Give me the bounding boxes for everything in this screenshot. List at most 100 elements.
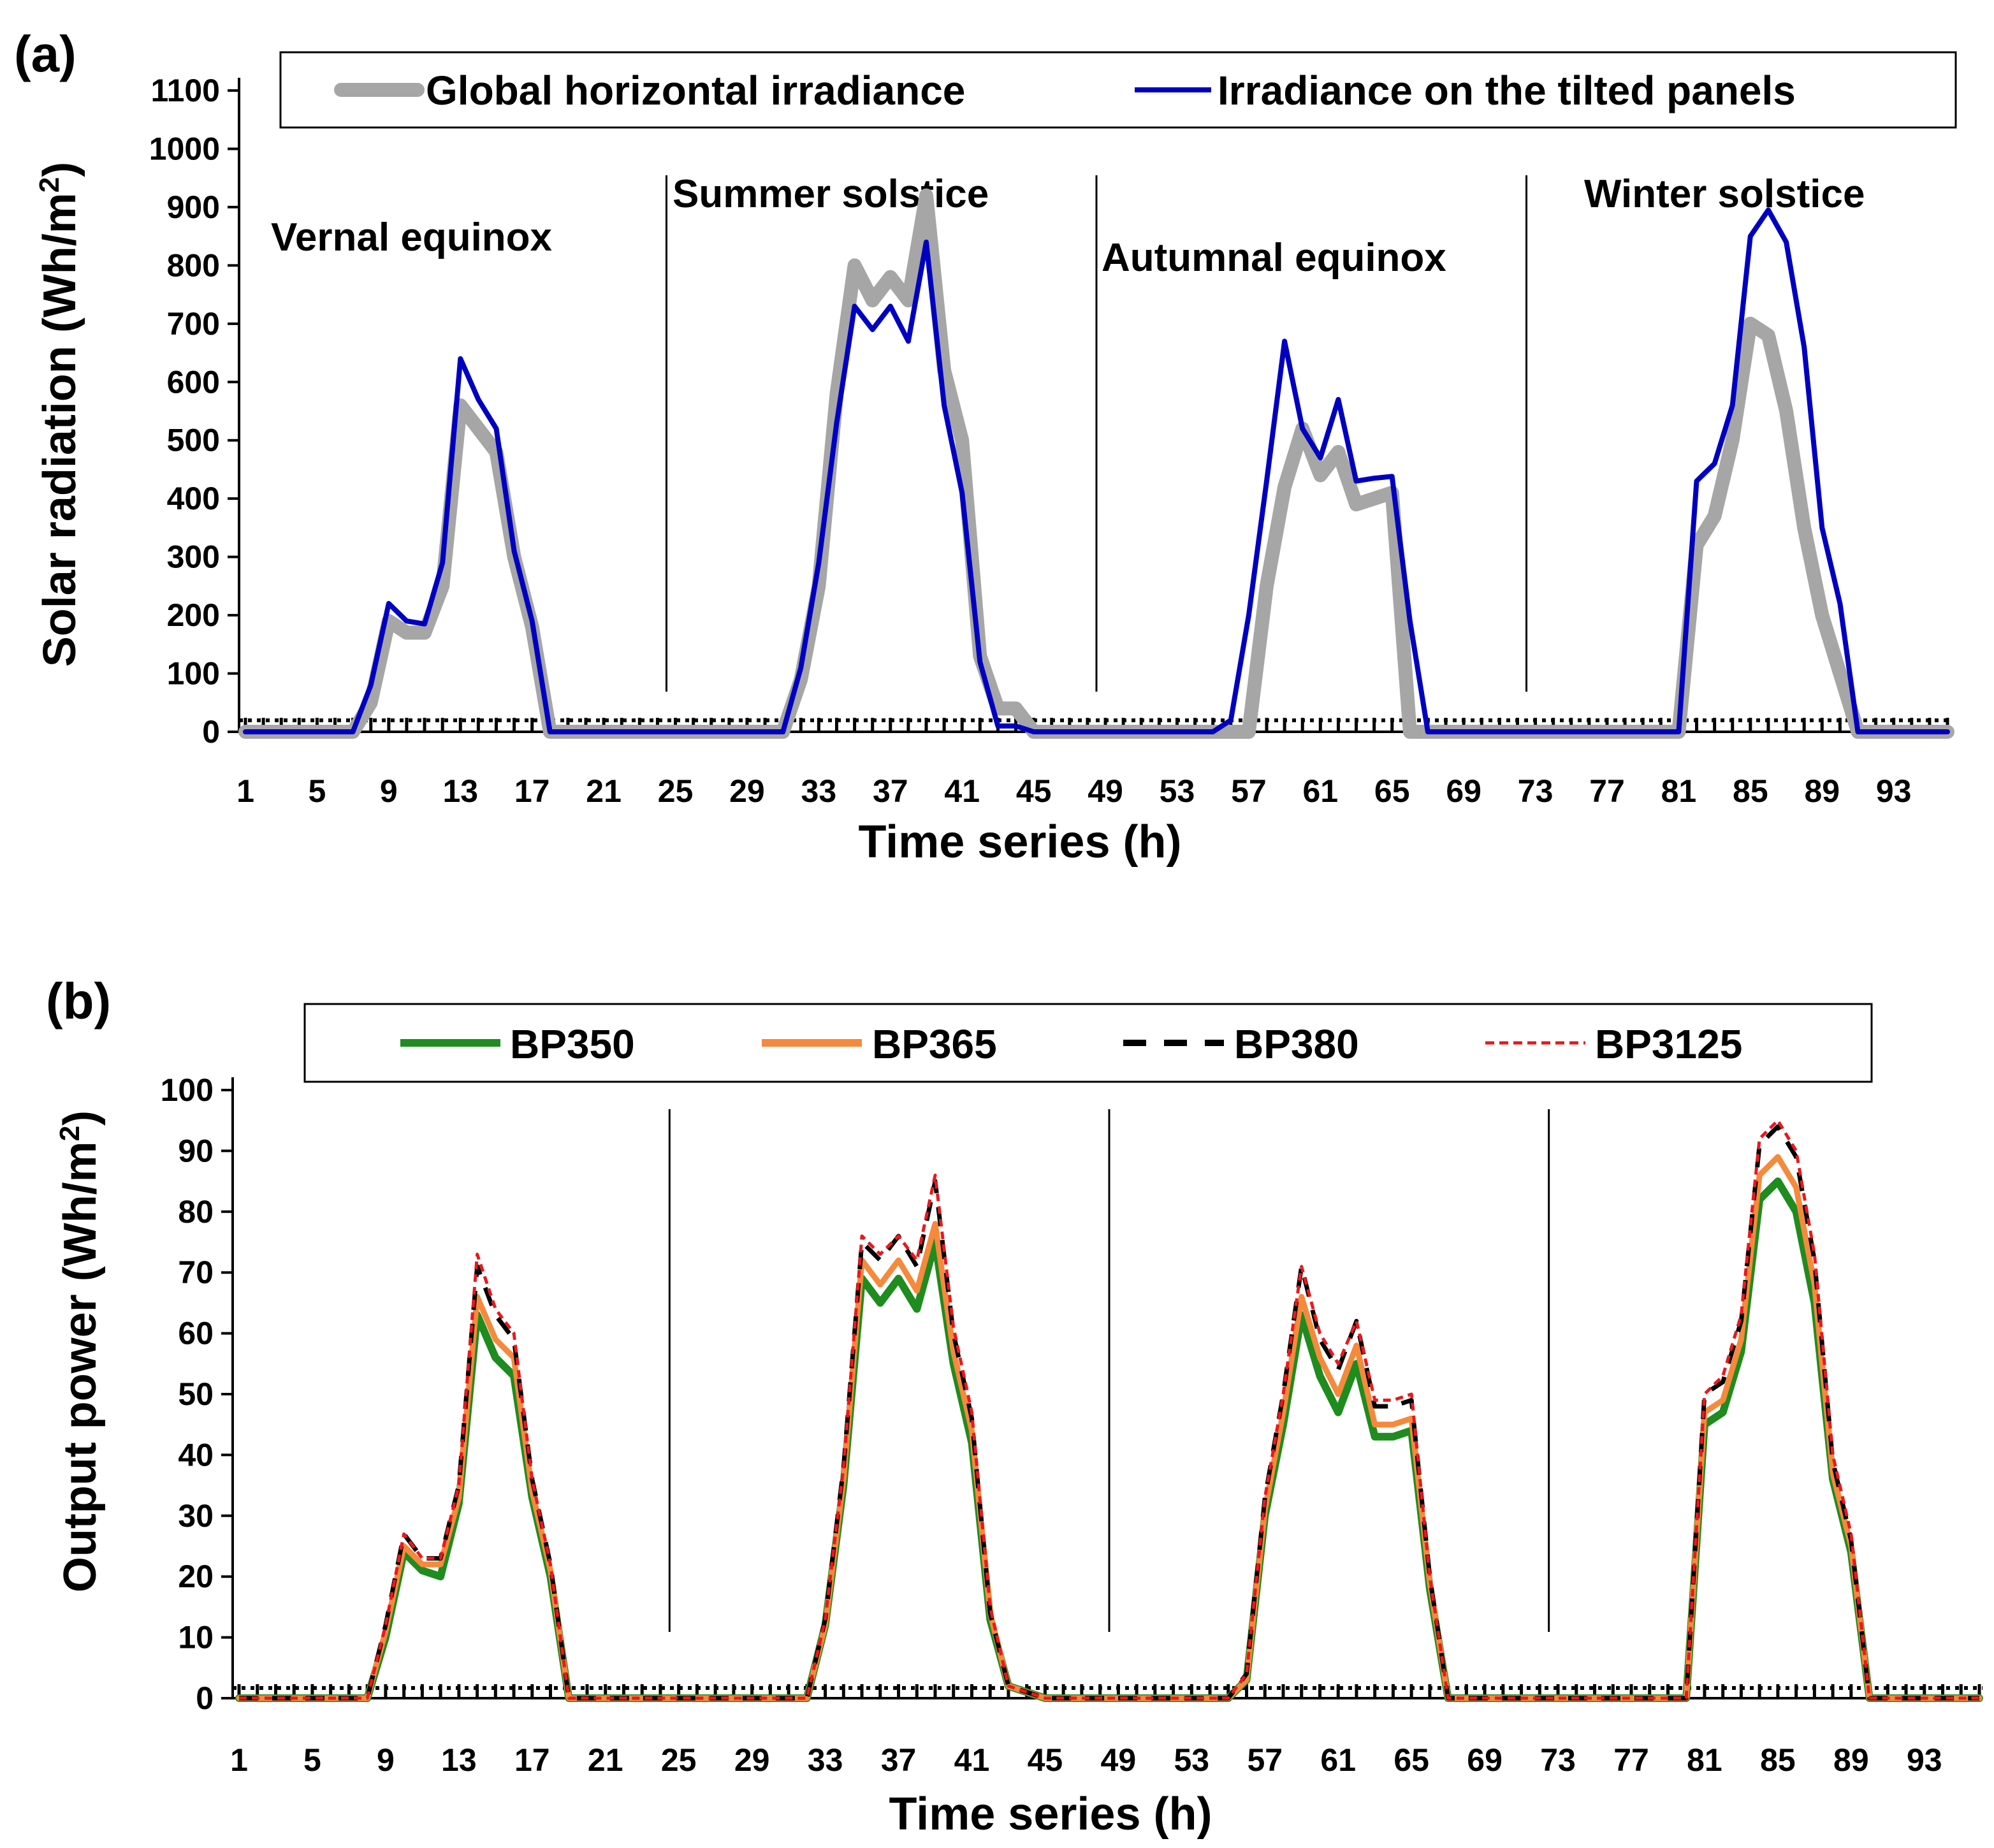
panel-b-y-tick-label: 10	[178, 1620, 214, 1655]
panel-a-y-tick-label: 1100	[151, 73, 220, 108]
panel-b-x-tick-label: 65	[1394, 1742, 1429, 1778]
panel-a-y-axis-title: Solar radiation (Wh/m2)	[34, 162, 85, 667]
panel-b-x-tick-label: 37	[881, 1742, 917, 1778]
panel-b-x-tick-label: 81	[1687, 1742, 1722, 1778]
panel-b-x-tick-label: 45	[1028, 1742, 1063, 1778]
panel-a-y-tick-label: 300	[167, 539, 220, 575]
panel-b-y-tick-label: 50	[178, 1376, 214, 1412]
panel-a-x-axis-title: Time series (h)	[859, 817, 1182, 868]
panel-a-x-tick-label: 65	[1374, 773, 1410, 809]
panel-b-x-tick-label: 85	[1760, 1742, 1796, 1778]
panel-b-x-tick-label: 61	[1320, 1742, 1356, 1778]
panel-b-x-axis-title: Time series (h)	[889, 1789, 1212, 1840]
panel-a-x-tick-label: 13	[442, 773, 478, 809]
panel-a-x-tick-label: 93	[1876, 773, 1912, 809]
panel-b-x-tick-label: 5	[303, 1742, 321, 1778]
panel-a-x-tick-label: 41	[944, 773, 980, 809]
panel-b-x-tick-label: 21	[588, 1742, 623, 1778]
panel-a-x-tick-label: 53	[1160, 773, 1195, 809]
panel-b-x-tick-label: 1	[230, 1742, 248, 1778]
panel-b-x-tick-label: 57	[1247, 1742, 1283, 1778]
legend-label-bp380: BP380	[1234, 1021, 1359, 1067]
panel-a-x-tick-label: 5	[309, 773, 326, 809]
panel-a-y-tick-label: 700	[167, 306, 220, 342]
panel-a-y-tick-label: 1000	[149, 131, 220, 166]
panel-a-y-tick-label: 900	[167, 189, 220, 225]
panel-a-x-tick-label: 61	[1303, 773, 1339, 809]
panel-b-x-tick-label: 93	[1907, 1742, 1942, 1778]
panel-a-legend: Global horizontal irradiance Irradiance …	[279, 51, 1957, 129]
panel-a-x-tick-label: 33	[801, 773, 837, 809]
season-label-summer-solstice: Summer solstice	[673, 172, 989, 216]
series-line-bp380	[239, 1124, 1979, 1701]
panel-a-y-tick-label: 0	[202, 714, 220, 750]
legend-label-global-horizontal-irradiance: Global horizontal irradiance	[426, 68, 965, 113]
panel-a-x-tick-label: 17	[514, 773, 550, 809]
panel-a-x-tick-label: 73	[1518, 773, 1554, 809]
panel-a-x-tick-label: 9	[380, 773, 398, 809]
panel-a-y-tick-label: 600	[167, 364, 220, 400]
panel-b-label: (b)	[46, 973, 111, 1029]
panel-b-y-tick-label: 0	[196, 1680, 214, 1716]
legend-label-bp365: BP365	[872, 1021, 997, 1067]
panel-b-y-tick-label: 100	[161, 1072, 214, 1108]
panel-b-x-tick-label: 53	[1174, 1742, 1210, 1778]
panel-b-series	[235, 1119, 1983, 1702]
legend-label-tilted-panels-irradiance: Irradiance on the tilted panels	[1218, 68, 1796, 113]
panel-b-x-tick-label: 29	[734, 1742, 770, 1778]
panel-b-y-tick-label: 40	[178, 1437, 214, 1473]
panel-b-x-tick-label: 25	[661, 1742, 697, 1778]
panel-a-label: (a)	[14, 25, 76, 82]
panel-a-x-tick-label: 21	[586, 773, 622, 809]
panel-b-x-tick-label: 69	[1467, 1742, 1503, 1778]
panel-b-chart: (b) Output power (Wh/m2) Time series (h)…	[46, 973, 1983, 1840]
panel-a-x-tick-label: 69	[1446, 773, 1481, 809]
panel-a-x-tick-label: 49	[1088, 773, 1123, 809]
panel-b-legend: BP350 BP365 BP380 BP3125	[303, 1003, 1873, 1083]
panel-a-x-tick-label: 25	[658, 773, 694, 809]
panel-b-x-tick-label: 49	[1101, 1742, 1137, 1778]
series-line-bp3125	[239, 1119, 1979, 1700]
panel-a-legend-box	[279, 51, 1957, 129]
panel-b-legend-box	[303, 1003, 1873, 1083]
panel-b-y-tick-label: 20	[178, 1559, 214, 1594]
series-line-tilted-panels-irradiance	[243, 207, 1950, 734]
panel-a-y-tick-label: 100	[167, 656, 220, 692]
panel-b-x-tick-label: 33	[808, 1742, 843, 1778]
panel-b-x-tick-label: 17	[514, 1742, 550, 1778]
panel-b-y-axis-title: Output power (Wh/m2)	[54, 1110, 106, 1592]
panel-a-x-tick-label: 1	[237, 773, 254, 809]
season-label-vernal-equinox: Vernal equinox	[271, 215, 553, 259]
panel-b-x-tick-label: 13	[441, 1742, 477, 1778]
panel-b-x-tick-label: 73	[1540, 1742, 1576, 1778]
panel-b-y-tick-label: 60	[178, 1316, 214, 1351]
panel-a-x-tick-label: 85	[1733, 773, 1768, 809]
panel-b-x-tick-label: 41	[954, 1742, 990, 1778]
panel-a-series	[238, 188, 1954, 739]
panel-a-y-tick-label: 500	[167, 423, 220, 458]
panel-b-y-tick-label: 80	[178, 1194, 214, 1230]
panel-a-x-tick-label: 81	[1661, 773, 1697, 809]
season-label-winter-solstice: Winter solstice	[1584, 172, 1865, 216]
season-label-autumnal-equinox: Autumnal equinox	[1102, 236, 1446, 280]
panel-b-axes: 0 10 20 30 40 50 60 70 80 90 100 1 5 9 13 17 21 25 29 33 37 4…	[161, 1072, 1983, 1778]
panel-b-y-tick-label: 90	[178, 1133, 214, 1168]
panel-b-y-tick-label: 70	[178, 1255, 214, 1290]
legend-label-bp3125: BP3125	[1595, 1021, 1742, 1067]
panel-a-y-tick-label: 800	[167, 247, 220, 283]
panel-b-y-tick-label: 30	[178, 1498, 214, 1534]
panel-b-x-tick-label: 9	[377, 1742, 395, 1778]
panel-b-x-tick-label: 89	[1833, 1742, 1869, 1778]
panel-a-y-tick-label: 400	[167, 481, 220, 516]
panel-a-x-tick-label: 45	[1016, 773, 1052, 809]
panel-a-y-tick-label: 200	[167, 597, 220, 633]
panel-a-x-tick-label: 89	[1804, 773, 1840, 809]
panel-a-x-tick-label: 29	[729, 773, 765, 809]
legend-label-bp350: BP350	[510, 1021, 635, 1067]
panel-a-x-tick-label: 57	[1231, 773, 1267, 809]
panel-b-x-tick-label: 77	[1613, 1742, 1649, 1778]
panel-a-x-tick-label: 77	[1589, 773, 1625, 809]
panel-a-x-tick-label: 37	[873, 773, 908, 809]
